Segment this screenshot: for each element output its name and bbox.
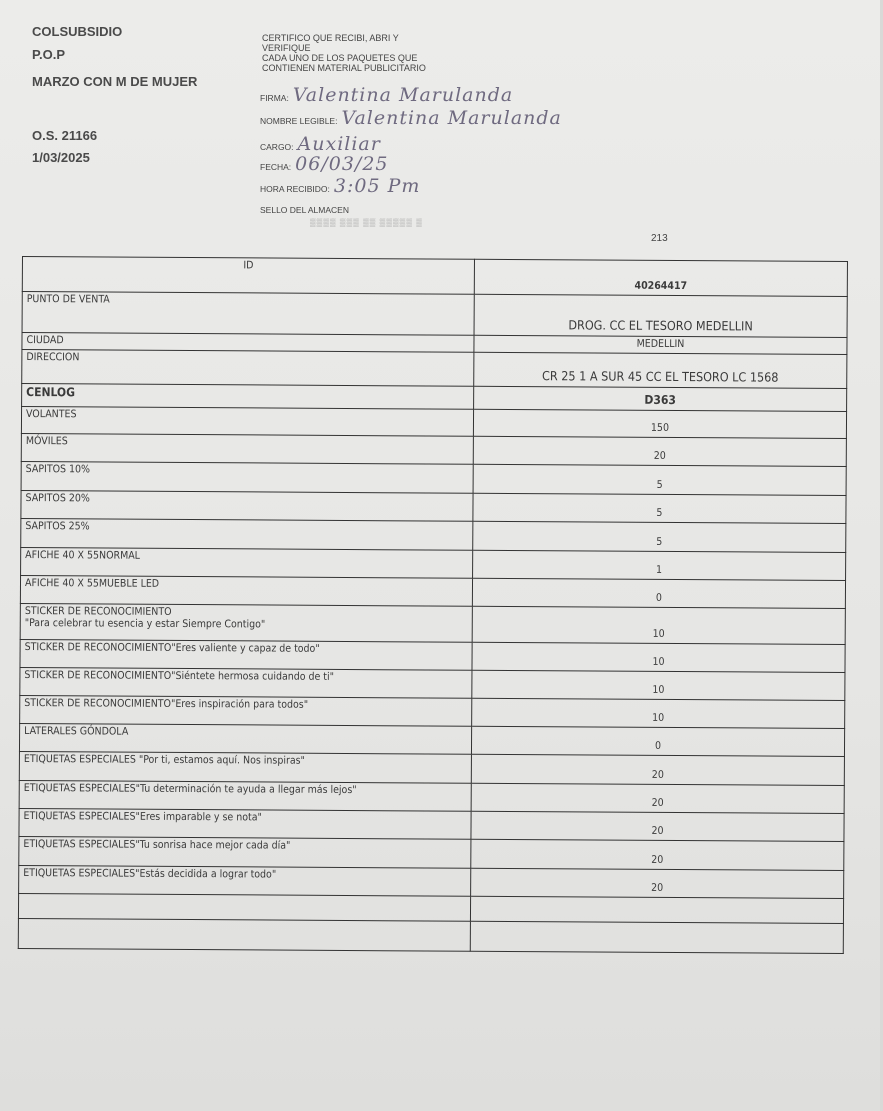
order-number: O.S. 21166: [32, 128, 98, 143]
row-label: ETIQUETAS ESPECIALES"Estás decidida a lo…: [18, 865, 471, 897]
row-label: STICKER DE RECONOCIMIENTO "Para celebrar…: [20, 603, 473, 643]
cargo-field: CARGO: Auxiliar: [260, 133, 381, 155]
fecha-field: FECHA: 06/03/25: [260, 153, 389, 175]
row-value: 20: [470, 868, 844, 899]
cert-line: CONTIENEN MATERIAL PUBLICITARIO: [262, 63, 426, 73]
row-label: STICKER DE RECONOCIMIENTO"Siéntete hermo…: [19, 667, 472, 699]
row-label: LATERALES GÓNDOLA: [19, 723, 472, 755]
page-number: 213: [651, 233, 668, 244]
cert-line: CADA UNO DE LOS PAQUETES QUE: [262, 53, 418, 63]
firma-field: FIRMA: Valentina Marulanda: [260, 84, 513, 106]
row-label: STICKER DE RECONOCIMIENTO"Eres valiente …: [19, 639, 473, 671]
row-label: ETIQUETAS ESPECIALES"Tu sonrisa hace mej…: [18, 836, 471, 869]
campaign-name: MARZO CON M DE MUJER: [32, 74, 198, 89]
table-row: PUNTO DE VENTA DROG. CC EL TESORO MEDELLI…: [22, 291, 848, 338]
row-label: STICKER DE RECONOCIMIENTO"Eres inspiraci…: [19, 695, 472, 727]
nombre-value: Valentina Marulanda: [341, 107, 562, 129]
table-row: STICKER DE RECONOCIMIENTO "Para celebrar…: [20, 603, 846, 645]
row-value: 20: [470, 811, 845, 842]
cargo-label: CARGO:: [260, 142, 294, 152]
order-date: 1/03/2025: [32, 150, 90, 165]
row-label: ETIQUETAS ESPECIALES "Por ti, estamos aq…: [19, 751, 472, 784]
table-row: [18, 918, 844, 954]
material-table: ID 40264417 PUNTO DE VENTA DROG. CC EL TESO…: [18, 256, 848, 954]
row-value: 20: [473, 436, 847, 467]
row-value: 10: [471, 698, 845, 729]
cert-line: VERIFIQUE: [262, 43, 311, 53]
firma-label: FIRMA:: [260, 93, 289, 103]
department: P.O.P: [32, 47, 66, 62]
fecha-value: 06/03/25: [295, 153, 389, 175]
row-value: 150: [473, 409, 847, 439]
hora-field: HORA RECIBIDO: 3:05 Pm: [260, 175, 420, 197]
table-row: ID 40264417: [22, 256, 848, 297]
row-label: AFICHE 40 X 55MUEBLE LED: [20, 575, 473, 607]
cert-line: CERTIFICO QUE RECIBI, ABRI Y: [262, 33, 399, 43]
row-label: ETIQUETAS ESPECIALES"Tu determinación te…: [19, 780, 472, 812]
row-value: [470, 896, 844, 924]
row-value: DROG. CC EL TESORO MEDELLIN: [474, 294, 848, 338]
row-value: 10: [471, 670, 845, 701]
row-value: 40264417: [474, 259, 848, 297]
signature: Valentina Marulanda: [292, 84, 514, 106]
row-value: D363: [473, 386, 847, 412]
row-value: 5: [472, 493, 847, 524]
sello-field: SELLO DEL ALMACEN: [260, 205, 349, 215]
row-value: [470, 921, 844, 954]
row-value: 10: [471, 642, 846, 673]
row-label: ID: [22, 256, 475, 295]
row-label: SAPITOS 10%: [21, 461, 474, 494]
hora-label: HORA RECIBIDO:: [260, 184, 330, 194]
fecha-label: FECHA:: [260, 162, 292, 172]
row-value: 10: [472, 606, 846, 645]
row-label: SAPITOS 25%: [20, 518, 473, 551]
row-value: 0: [472, 578, 846, 609]
nombre-field: NOMBRE LEGIBLE: Valentina Marulanda: [260, 107, 562, 129]
row-label: CENLOG: [21, 383, 474, 410]
row-label: [18, 893, 471, 922]
company-name: COLSUBSIDIO: [32, 24, 123, 39]
row-label: DIRECCION: [21, 349, 474, 387]
sello-label: SELLO DEL ALMACEN: [260, 205, 349, 215]
warehouse-stamp: ▒▒▒▒ ▒▒▒ ▒▒ ▒▒▒▒▒ ▒: [310, 218, 423, 227]
table-row: DIRECCION CR 25 1 A SUR 45 CC EL TESORO L…: [21, 349, 847, 389]
row-label: AFICHE 40 X 55NORMAL: [20, 547, 473, 579]
certification-text: CERTIFICO QUE RECIBI, ABRI Y VERIFIQUE C…: [262, 33, 426, 73]
row-label: ETIQUETAS ESPECIALES"Eres imparable y se…: [18, 808, 472, 840]
row-label: PUNTO DE VENTA: [22, 291, 475, 336]
row-value: 0: [471, 726, 845, 757]
row-label: [18, 918, 471, 952]
row-value: 1: [472, 550, 846, 581]
cargo-value: Auxiliar: [297, 133, 381, 155]
row-label: VOLANTES: [21, 406, 474, 437]
hora-value: 3:05 Pm: [333, 175, 421, 197]
row-value: 20: [470, 839, 844, 871]
nombre-label: NOMBRE LEGIBLE:: [260, 116, 338, 126]
row-label: MÓVILES: [21, 433, 474, 465]
row-label: SAPITOS 20%: [20, 490, 474, 522]
row-value: 20: [471, 783, 845, 814]
row-value: 5: [473, 464, 847, 496]
row-value: 20: [471, 754, 845, 786]
row-value: 5: [472, 521, 846, 553]
row-value: CR 25 1 A SUR 45 CC EL TESORO LC 1568: [473, 352, 847, 389]
